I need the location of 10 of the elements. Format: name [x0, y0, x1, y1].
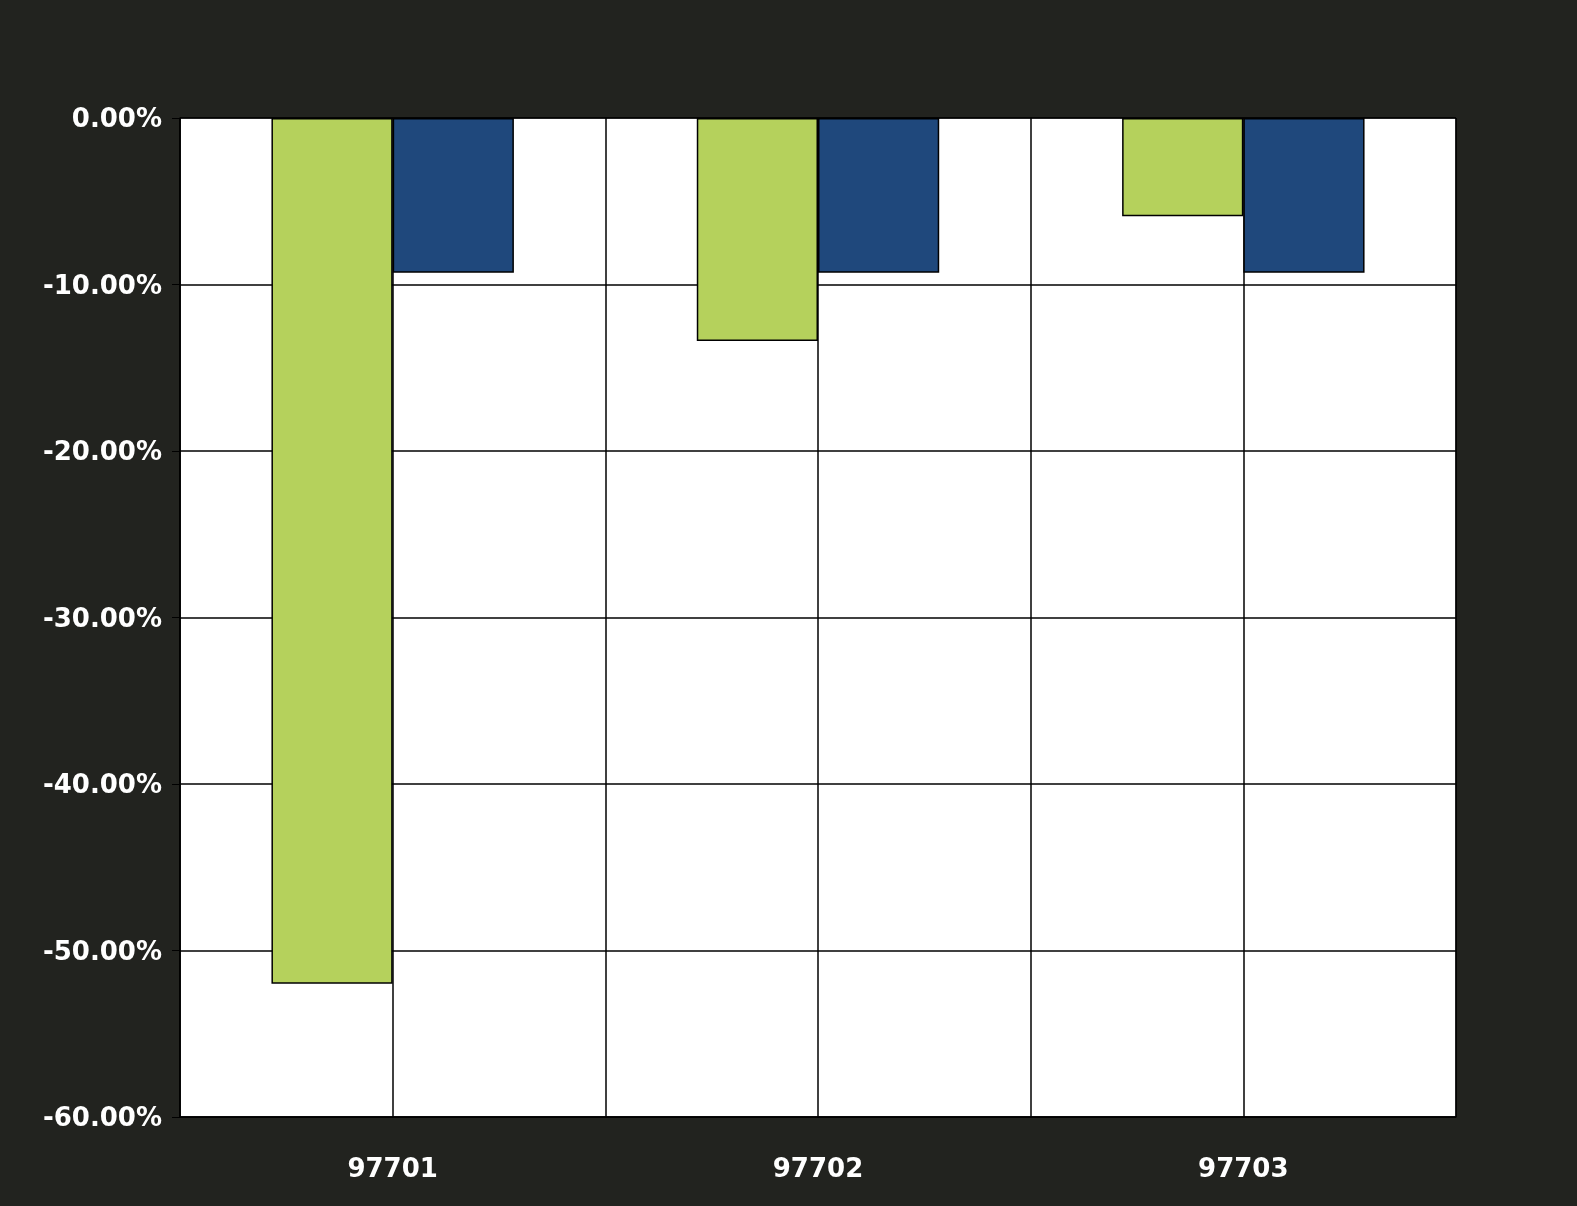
- y-tick-label: -40.00%: [42, 769, 162, 799]
- x-tick-label: 97703: [1198, 1153, 1289, 1183]
- y-tick-label: -50.00%: [42, 935, 162, 966]
- y-tick-label: -60.00%: [42, 1102, 162, 1132]
- y-tick-label: -10.00%: [42, 269, 162, 300]
- y-tick-label: -20.00%: [42, 436, 162, 466]
- y-tick-label: -30.00%: [42, 602, 162, 633]
- y-tick-label: 0.00%: [71, 103, 162, 133]
- x-tick-label: 97701: [347, 1153, 438, 1183]
- x-tick-label: 97702: [772, 1153, 864, 1183]
